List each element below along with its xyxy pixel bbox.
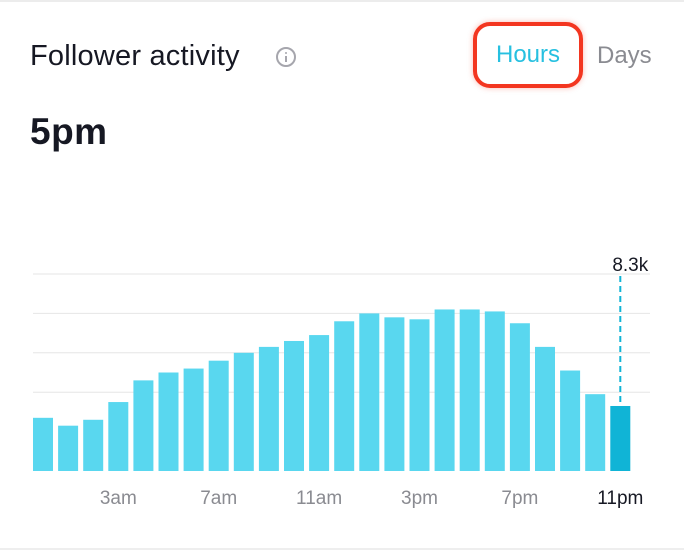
x-axis-ticks: 3am 7am 11am 3pm 7pm 11pm [100,488,644,509]
bar-11pm[interactable] [610,405,631,471]
selected-hour-value: 5pm [30,111,108,152]
x-tick-label: 7am [200,488,237,509]
x-tick-label: 11am [296,488,342,509]
x-tick-label: 11pm [597,488,643,509]
top-divider [0,0,684,2]
bar-9am[interactable] [258,346,279,471]
bar-2pm[interactable] [384,317,405,471]
bar-8am[interactable] [233,352,254,471]
bar-1am[interactable] [58,425,79,471]
bar-5am[interactable] [158,372,179,472]
bar-9pm[interactable] [560,370,581,471]
bar-6pm[interactable] [484,311,505,471]
follower-activity-chart[interactable]: 8.3k 3am 7am 11am 3pm 7pm 11pm [0,240,684,520]
bar-2am[interactable] [83,419,104,471]
bar-7am[interactable] [208,360,229,471]
follower-activity-header: Follower activity Hours Days [30,22,660,88]
section-title: Follower activity [30,40,240,72]
bar-3pm[interactable] [409,319,430,471]
bar-4pm[interactable] [434,309,455,471]
x-tick-label: 3pm [401,488,438,509]
bar-12am[interactable] [33,417,53,471]
bar-11am[interactable] [309,335,330,471]
info-icon[interactable] [276,47,296,67]
bar-3am[interactable] [108,402,129,471]
bar-7pm[interactable] [509,323,530,471]
bar-1pm[interactable] [359,313,380,471]
bottom-divider [0,548,684,550]
tab-days[interactable]: Days [597,42,652,69]
x-tick-label: 7pm [501,488,538,509]
tab-hours[interactable]: Hours [473,22,583,88]
bar-5pm[interactable] [459,309,480,471]
bar-8pm[interactable] [535,346,555,471]
peak-value-label: 8.3k [612,255,648,276]
chart-bars[interactable] [33,309,631,472]
bar-4am[interactable] [133,380,154,471]
bar-6am[interactable] [183,368,204,471]
bar-10pm[interactable] [585,394,606,471]
x-tick-label: 3am [100,488,137,509]
bar-10am[interactable] [284,340,304,471]
bar-12pm[interactable] [334,321,355,471]
peak-indicator: 8.3k [612,255,649,406]
